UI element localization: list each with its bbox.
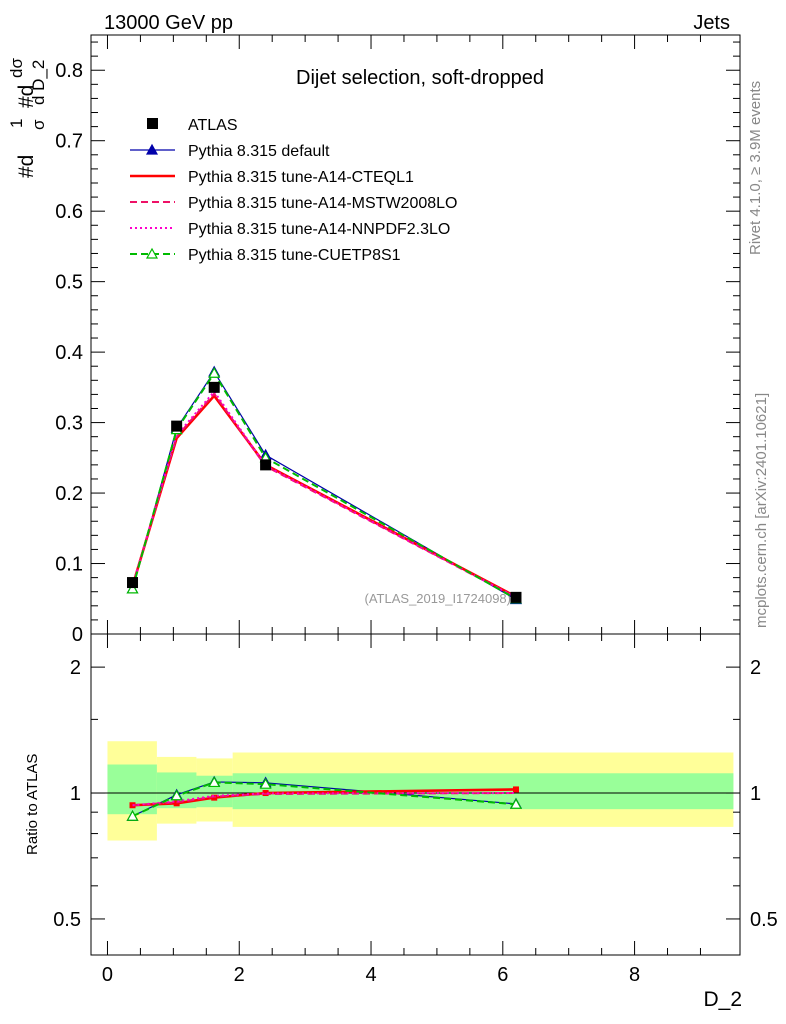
legend-label: Pythia 8.315 default [188,143,330,160]
x-axis-label: D_2 [703,988,742,1011]
ratio-plot-panel: 0.5 0.5 1 1 2 2 0 2 4 6 8 Ratio to ATLAS D_2 [24,633,778,1011]
header-energy: 13000 GeV pp [104,12,233,34]
ratio-marker-1 [512,786,519,793]
main-plot-panel: Dijet selection, soft-dropped (ATLAS_201… [7,34,741,646]
ratio-plot-frame [90,633,741,956]
ylabel-d2: #d [15,85,38,108]
ratio-y-tick-label-right: 0.5 [750,909,778,931]
ylabel-one: 1 [7,119,26,128]
y-tick-label: 0.4 [55,342,83,364]
y-tick-label-zero: 0 [72,624,83,646]
x-tick-label: 0 [102,964,113,986]
main-y-axis-label: #d 1 σ #d dσ d D_2 [7,58,48,178]
x-tick-label: 6 [497,964,508,986]
y-tick-label: 0.2 [55,483,83,505]
main-plot-title: Dijet selection, soft-dropped [296,67,544,89]
y-tick-label: 0.6 [55,201,83,223]
rivet-version-label: Rivet 4.1.0, ≥ 3.9M events [747,81,764,255]
main-y-axis: 0.1 0.2 0.3 0.4 0.5 0.6 0.7 0.8 0 [55,41,740,646]
header-category: Jets [693,12,730,34]
x-tick-label: 2 [234,964,245,986]
series-marker-4 [208,367,221,378]
y-tick-label: 0.3 [55,413,83,435]
x-tick-label: 8 [629,964,640,986]
legend-marker-0 [145,143,159,155]
y-tick-label: 0.7 [55,131,83,153]
main-series-group [126,365,522,605]
ratio-y-tick-label: 2 [70,657,81,679]
ylabel-d: #d [15,155,38,178]
ratio-y-axis: 0.5 0.5 1 1 2 2 [53,657,778,931]
atlas-data-points [127,381,522,603]
atlas-data-point [171,420,183,432]
legend: ATLAS Pythia 8.315 default Pythia 8.315 tu… [130,117,457,264]
atlas-data-point [127,577,139,589]
y-tick-label: 0.5 [55,272,83,294]
ratio-y-axis-label: Ratio to ATLAS [24,754,41,855]
atlas-data-point [260,459,272,471]
ylabel-sigma: σ [29,119,48,130]
legend-atlas-marker [147,118,158,129]
atlas-data-point [208,381,220,393]
ylabel-dsigma: dσ [7,58,26,78]
ratio-x-axis: 0 2 4 6 8 [102,634,701,986]
legend-label: Pythia 8.315 tune-A14-NNPDF2.3LO [188,221,450,238]
ratio-y-tick-label: 1 [70,783,81,805]
y-tick-label: 0.1 [55,554,83,576]
ylabel-dD2: d D_2 [29,60,48,105]
ratio-series-group [126,775,522,821]
ratio-line-2 [132,792,516,807]
legend-label: Pythia 8.315 tune-A14-CTEQL1 [188,169,414,186]
y-tick-label: 0.8 [55,60,83,82]
mcplots-credit-label: mcplots.cern.ch [arXiv:2401.10621] [753,393,770,628]
x-tick-label: 4 [365,964,376,986]
ratio-marker-4 [126,810,139,821]
ratio-y-tick-label-right: 2 [750,657,761,679]
atlas-data-point [510,591,522,603]
series-marker-4 [126,582,139,594]
main-x-axis-ticks [106,35,701,634]
legend-marker-4 [145,247,159,259]
ratio-y-tick-label: 0.5 [53,909,81,931]
ratio-marker-4 [208,776,221,788]
analysis-watermark: (ATLAS_2019_I1724098) [365,591,511,606]
ratio-y-tick-label-right: 1 [750,783,761,805]
legend-label: Pythia 8.315 tune-A14-MSTW2008LO [188,195,457,212]
ratio-marker-4 [509,798,522,809]
ratio-marker-4 [259,777,272,789]
legend-label: Pythia 8.315 tune-CUETP8S1 [188,247,401,264]
legend-label: ATLAS [188,117,238,134]
series-line-2 [131,392,517,599]
ratio-marker-4 [170,789,183,801]
